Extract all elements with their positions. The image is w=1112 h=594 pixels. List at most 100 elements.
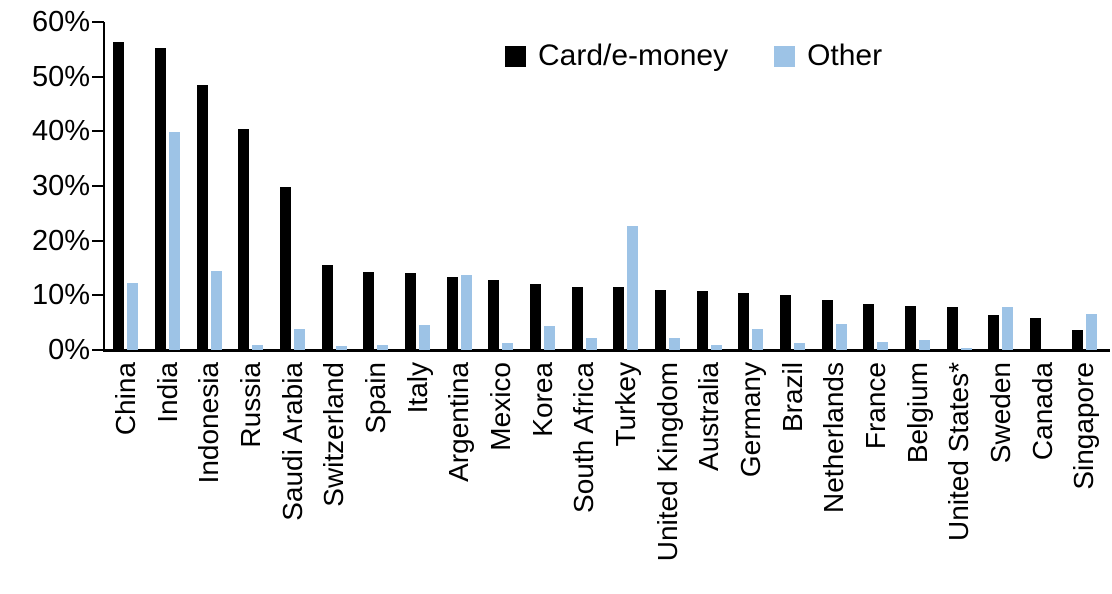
bar-other [377,345,389,350]
bar-group-mexico [480,22,522,350]
bar-card-e-money [404,273,416,350]
bar-group-turkey [605,22,647,350]
x-axis-label: Germany [734,362,766,478]
bar-other [668,337,680,350]
bar-card-e-money [904,306,916,350]
bar-group-argentina [438,22,480,350]
bar-card-e-money [613,287,625,350]
bar-other [877,341,889,350]
bar-card-e-money [654,289,666,350]
y-tick-mark [92,294,104,297]
x-axis-label: Canada [1026,362,1058,461]
legend-item-card-e-money: Card/e-money [505,40,728,72]
x-axis-label: South Africa [568,362,600,513]
legend-label-other: Other [807,39,883,72]
bar-other [1085,314,1097,350]
x-axis-label: United States* [943,362,975,541]
bar-group-sweden [980,22,1022,350]
bar-card-e-money [488,280,500,350]
x-axis-label: Australia [693,362,725,471]
y-tick-mark [92,239,104,242]
bar-other [502,342,514,350]
bar-card-e-money [571,286,583,350]
y-tick-label: 50% [31,60,90,93]
bar-card-e-money [154,48,166,350]
bar-group-france [855,22,897,350]
x-axis-label: Switzerland [318,362,350,507]
x-axis-label: Spain [359,362,391,434]
bar-group-brazil [772,22,814,350]
y-tick-label: 30% [31,170,90,202]
y-tick-label: 10% [31,279,90,312]
bar-card-e-money [529,283,541,350]
bar-card-e-money [988,315,1000,350]
y-axis-line [103,22,105,352]
bar-other [710,344,722,350]
bar-group-saudi-arabia [272,22,314,350]
bar-card-e-money [279,186,291,350]
x-axis-label: Indonesia [193,362,225,484]
x-axis-label: Turkey [609,362,641,447]
bar-other [293,329,305,350]
bar-group-russia [230,22,272,350]
legend-item-other: Other [774,40,882,72]
bar-card-e-money [446,277,458,350]
bar-other [335,346,347,350]
bar-group-germany [730,22,772,350]
x-axis-label: Argentina [443,362,475,482]
bar-group-singapore [1063,22,1105,350]
bar-group-india [147,22,189,350]
bar-group-netherlands [813,22,855,350]
x-axis-label: Singapore [1068,362,1100,490]
bar-other [918,339,930,350]
bar-card-e-money [363,272,375,350]
bar-group-south-africa [563,22,605,350]
x-axis-label: Belgium [901,362,933,464]
y-tick-mark [92,349,104,351]
bar-group-italy [397,22,439,350]
bar-other [252,345,264,350]
bar-other [960,348,972,350]
x-axis-label: Russia [234,362,266,448]
x-axis-label: United Kingdom [651,362,683,562]
legend-label-card-e-money: Card/e-money [538,39,729,72]
y-tick-label: 0% [48,334,90,366]
x-axis-label: France [859,362,891,450]
x-axis-label: Korea [526,362,558,437]
bar-other [168,132,180,350]
x-axis-label: India [151,362,183,423]
bar-group-switzerland [313,22,355,350]
bar-group-belgium [897,22,939,350]
bar-other [627,226,639,350]
x-axis-label: Saudi Arabia [276,362,308,521]
bar-group-united-kingdom [647,22,689,350]
bar-other [127,282,139,350]
bar-group-korea [522,22,564,350]
x-axis-line [103,349,1110,352]
bar-group-indonesia [188,22,230,350]
bar-card-e-money [1071,329,1083,350]
x-axis-label: China [109,362,141,436]
bar-card-e-money [779,295,791,350]
bar-group-australia [688,22,730,350]
bar-card-e-money [238,128,250,350]
x-axis-label: Sweden [984,362,1016,464]
legend-swatch-other-icon [774,45,796,67]
chart-legend: Card/e-money Other [505,40,882,72]
y-tick-mark [92,75,104,78]
y-tick-mark [92,185,104,187]
bar-other [210,270,222,350]
bar-other [793,343,805,350]
plot-area [105,22,1105,350]
y-tick-mark [92,21,104,23]
bar-card-e-money [113,42,125,350]
bar-card-e-money [1029,318,1041,350]
bar-other [1002,306,1014,350]
bar-card-e-money [196,85,208,350]
bar-other [418,325,430,350]
x-axis-label: Netherlands [818,362,850,513]
y-tick-label: 20% [31,224,90,257]
x-axis-label: Brazil [776,362,808,433]
bar-group-canada [1022,22,1064,350]
